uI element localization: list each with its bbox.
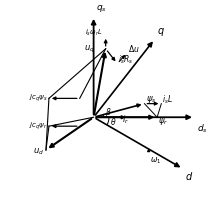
Text: $\beta$: $\beta$: [105, 106, 112, 119]
Text: $i_s L$: $i_s L$: [162, 94, 173, 106]
Text: $jc_q\psi_r$: $jc_q\psi_r$: [29, 121, 48, 132]
Text: $\theta$: $\theta$: [111, 116, 117, 127]
Text: $d$: $d$: [185, 170, 193, 182]
Text: $d_s$: $d_s$: [197, 122, 208, 135]
Text: $i_s\omega_r L$: $i_s\omega_r L$: [85, 27, 103, 37]
Text: $u_d$: $u_d$: [33, 147, 44, 157]
Text: $\psi_s$: $\psi_s$: [147, 94, 157, 105]
Text: $u_q$: $u_q$: [84, 44, 95, 55]
Text: $\omega_1$: $\omega_1$: [150, 155, 161, 166]
Text: $\psi_r$: $\psi_r$: [158, 116, 168, 127]
Text: $jc_q\psi_s$: $jc_q\psi_s$: [29, 93, 48, 104]
Text: $i_s R_s$: $i_s R_s$: [118, 53, 133, 66]
Text: $q_s$: $q_s$: [96, 3, 107, 14]
Text: $i_r$: $i_r$: [122, 114, 129, 126]
Text: $q$: $q$: [157, 26, 164, 38]
Text: $\Delta u$: $\Delta u$: [128, 43, 140, 54]
